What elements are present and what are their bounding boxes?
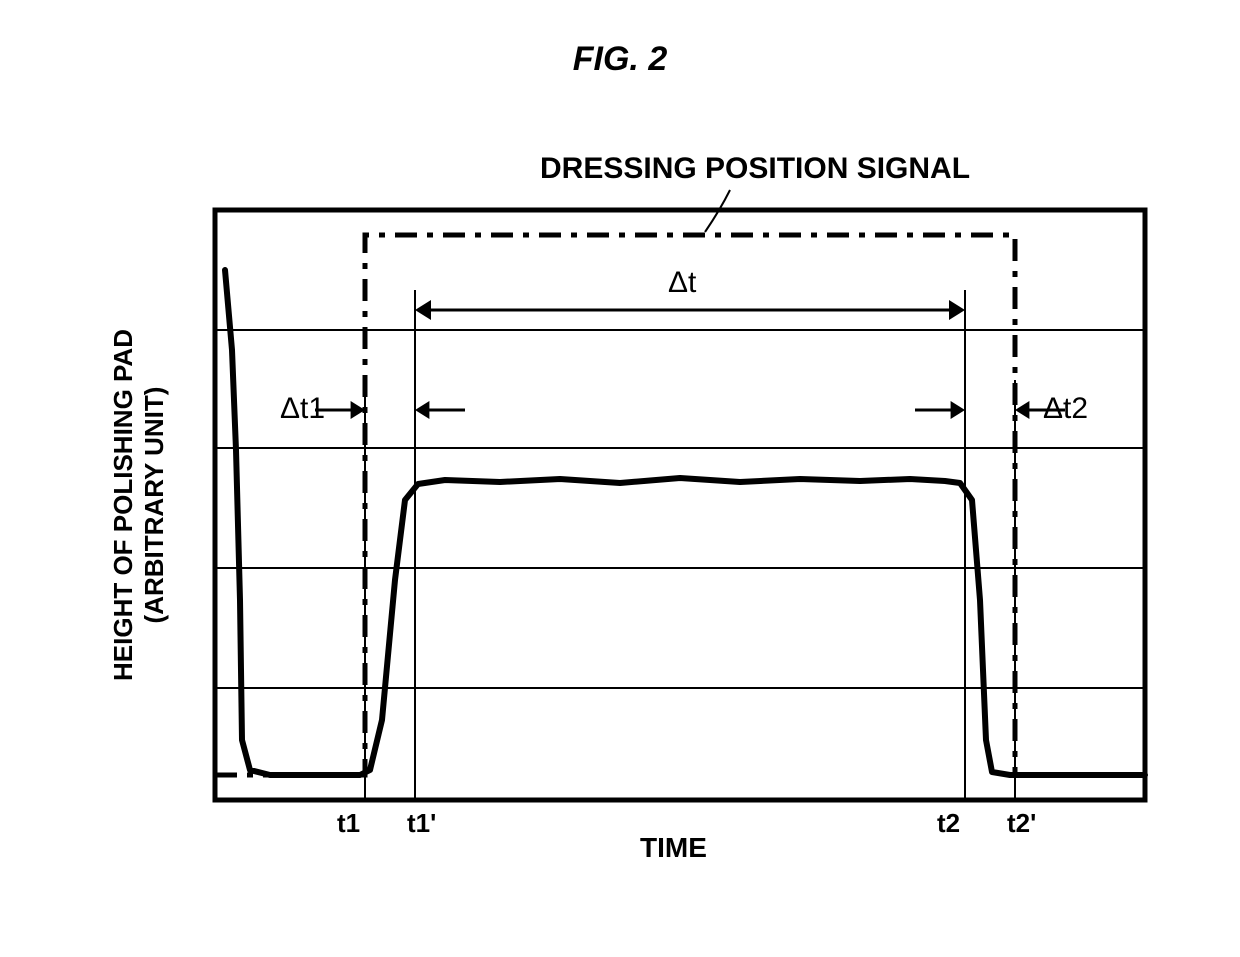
tick-t2: t2 bbox=[937, 808, 960, 839]
delta-t-label: Δt bbox=[668, 266, 696, 300]
delta-t2-label: Δt2 bbox=[1043, 392, 1088, 426]
tick-t2-prime: t2' bbox=[1007, 808, 1036, 839]
tick-t1-prime: t1' bbox=[407, 808, 436, 839]
figure-page: FIG. 2 DRESSING POSITION SIGNAL HEIGHT O… bbox=[0, 0, 1240, 957]
plot-area bbox=[0, 0, 1240, 957]
tick-t1: t1 bbox=[337, 808, 360, 839]
delta-t1-label: Δt1 bbox=[280, 392, 325, 426]
